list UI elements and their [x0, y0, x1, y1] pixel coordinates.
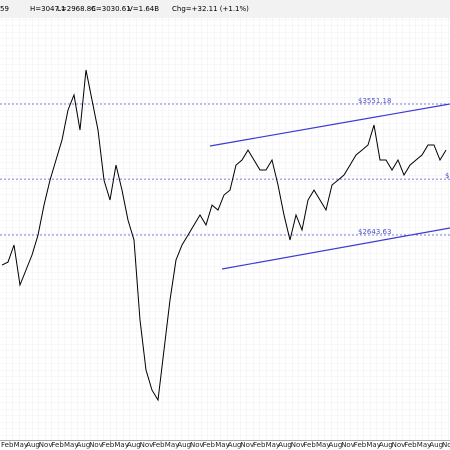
x-tick-label: Nov	[442, 441, 450, 449]
x-tick-label: Nov	[190, 441, 204, 449]
x-tick-label: Nov	[240, 441, 254, 449]
x-tick-label: Aug	[278, 441, 292, 449]
x-tick-label: Feb	[102, 441, 115, 449]
x-tick-label: May	[165, 441, 179, 449]
x-tick-label: Nov	[392, 441, 406, 449]
x-tick-label: Feb	[1, 441, 14, 449]
x-tick-label: Aug	[329, 441, 343, 449]
price-line	[1, 69, 447, 402]
x-tick-label: May	[266, 441, 280, 449]
x-tick-label: Nov	[39, 441, 53, 449]
x-tick-label: May	[64, 441, 78, 449]
header-bar	[0, 0, 450, 18]
x-tick-label: May	[316, 441, 330, 449]
header-fields: 59 H=3047.1 L=2968.86 C=3030.61 V=1.64B …	[0, 5, 249, 13]
low-field: L=2968.86	[57, 5, 96, 13]
x-tick-label: Aug	[228, 441, 242, 449]
x-tick-label: Aug	[77, 441, 91, 449]
open-field: 59	[0, 5, 9, 13]
x-tick-label: Aug	[429, 441, 443, 449]
x-tick-label: Aug	[177, 441, 191, 449]
x-tick-label: Feb	[152, 441, 165, 449]
x-tick-label: Nov	[341, 441, 355, 449]
x-tick-label: Nov	[140, 441, 154, 449]
x-tick-label: Feb	[404, 441, 417, 449]
x-tick-label: Aug	[379, 441, 393, 449]
x-tick-label: May	[114, 441, 128, 449]
x-tick-label: Nov	[291, 441, 305, 449]
x-tick-label: May	[366, 441, 380, 449]
channel-upper	[209, 103, 450, 147]
level-label: $3551.18	[358, 97, 391, 105]
x-tick-label: Aug	[127, 441, 141, 449]
x-tick-label: Feb	[51, 441, 64, 449]
level-label: $3030.61	[445, 172, 450, 180]
x-tick-label: May	[14, 441, 28, 449]
x-tick-label: Feb	[203, 441, 216, 449]
volume-field: V=1.64B	[128, 5, 159, 13]
high-field: H=3047.1	[30, 5, 66, 13]
x-tick-label: Feb	[253, 441, 266, 449]
x-tick-label: May	[215, 441, 229, 449]
grid-background	[0, 0, 450, 440]
change-field: Chg=+32.11 (+1.1%)	[172, 5, 249, 13]
x-tick-label: Nov	[89, 441, 103, 449]
level-label: $2643.63	[358, 228, 391, 236]
x-tick-label: Feb	[354, 441, 367, 449]
close-field: C=3030.61	[91, 5, 131, 13]
x-tick-label: Feb	[303, 441, 316, 449]
x-tick-label: May	[417, 441, 431, 449]
x-tick-label: Aug	[26, 441, 40, 449]
